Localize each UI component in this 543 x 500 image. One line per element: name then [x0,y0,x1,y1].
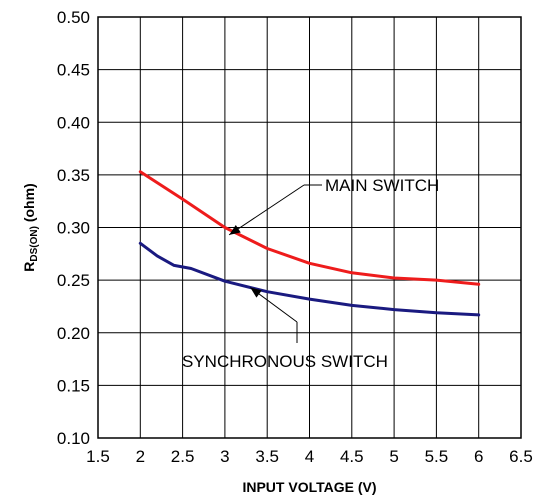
y-tick-label: 0.35 [57,166,90,185]
y-tick-labels: 0.10 0.15 0.20 0.25 0.30 0.35 0.40 0.45 0.50 [57,8,90,448]
y-tick-label: 0.30 [57,219,90,238]
x-tick-label: 3.5 [255,447,279,466]
x-tick-label: 6 [474,447,483,466]
series-lines [138,170,481,317]
y-tick-label: 0.20 [57,324,90,343]
x-tick-labels: 1.5 2 2.5 3 3.5 4 4.5 5 5.5 6 6.5 [86,447,533,466]
x-tick-label: 4.5 [340,447,364,466]
series-line-main-switch [138,170,481,286]
grid [97,16,522,439]
x-tick-label: 3 [220,447,229,466]
y-axis-title: RDS(ON) (ohm) [21,183,40,271]
y-tick-label: 0.40 [57,113,90,132]
y-tick-label: 0.45 [57,61,90,80]
main-switch-arrowhead [229,225,241,235]
main-switch-arrow-line [228,184,305,236]
sync-switch-label: SYNCHRONOUS SWITCH [182,352,388,371]
y-axis-title-main: R [21,262,37,272]
x-tick-label: 2 [136,447,145,466]
y-tick-label: 0.50 [57,8,90,27]
x-axis-title: INPUT VOLTAGE (V) [242,479,376,495]
y-tick-label: 0.10 [57,429,90,448]
y-axis-title-subscript: DS(ON) [29,226,40,262]
y-tick-label: 0.15 [57,376,90,395]
x-tick-label: 1.5 [86,447,110,466]
sync-switch-arrowhead [250,287,262,298]
annotations: MAIN SWITCH SYNCHRONOUS SWITCH [182,176,439,371]
x-tick-label: 2.5 [171,447,195,466]
main-switch-label: MAIN SWITCH [325,176,439,195]
y-axis-title-unit: (ohm) [21,183,37,226]
x-tick-label: 4 [305,447,314,466]
series-line-synchronous-switch [138,241,481,317]
y-tick-label: 0.25 [57,271,90,290]
x-tick-label: 6.5 [509,447,533,466]
x-tick-label: 5 [389,447,398,466]
plot-frame [97,16,522,439]
x-tick-label: 5.5 [425,447,449,466]
